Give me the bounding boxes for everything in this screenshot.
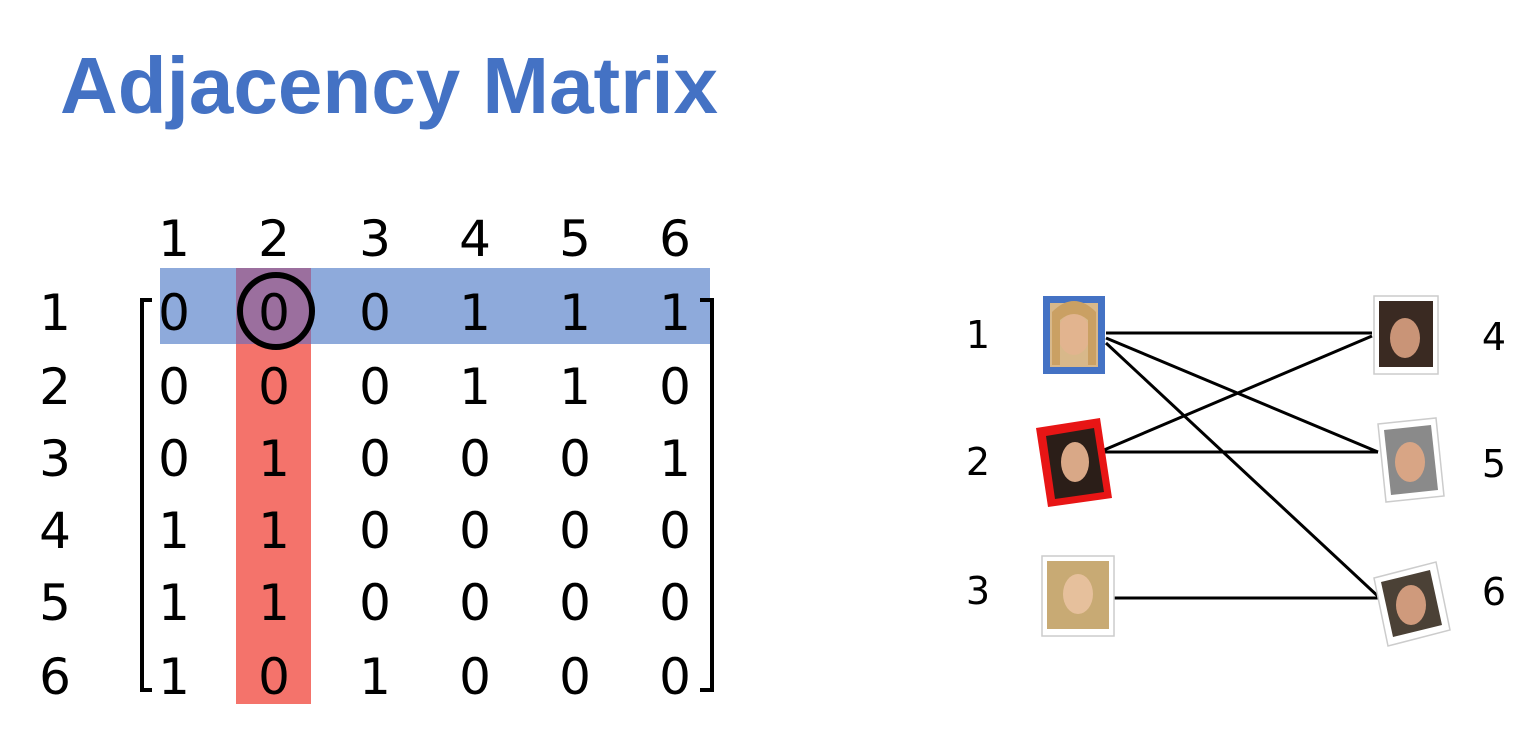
matrix-cell: 0 [359,358,391,416]
matrix-cell: 0 [659,574,691,632]
edge-2-4 [1103,334,1373,452]
matrix-cell: 1 [258,430,290,488]
matrix-cell: 0 [559,648,591,706]
row-header: 5 [39,574,71,632]
edge-1-5 [1105,336,1379,454]
matrix-cell: 0 [459,648,491,706]
matrix-cell: 1 [459,358,491,416]
node-label-1: 1 [966,313,990,357]
graph-node-1 [1043,296,1105,374]
matrix-cell: 0 [659,358,691,416]
matrix-cell: 1 [559,284,591,342]
matrix-cell: 1 [559,358,591,416]
matrix-cell: 1 [258,502,290,560]
person-photo-icon [1396,585,1426,625]
matrix-cell: 0 [158,430,190,488]
person-photo-icon [1390,318,1420,358]
matrix-cell: 0 [158,358,190,416]
graph-node-5 [1377,417,1445,503]
column-header: 1 [158,210,190,268]
person-photo-icon [1395,442,1425,482]
column-header: 3 [359,210,391,268]
graph-node-4 [1373,295,1439,375]
matrix-cell: 1 [659,284,691,342]
left-bracket [140,298,152,692]
matrix-cell: 0 [359,502,391,560]
right-bracket [700,298,714,692]
matrix-cell: 0 [359,430,391,488]
matrix-cell: 1 [158,574,190,632]
column-header: 2 [258,210,290,268]
matrix-cell: 0 [459,502,491,560]
person-photo-icon [1061,442,1089,482]
selected-cell-circle [237,272,315,350]
slide-title: Adjacency Matrix [60,41,719,130]
node-label-2: 2 [966,440,990,484]
matrix-cell: 0 [258,648,290,706]
matrix-cell: 0 [659,648,691,706]
edge-1-6 [1104,341,1384,602]
matrix-cell: 1 [158,648,190,706]
node-label-6: 6 [1482,570,1506,614]
matrix-cell: 0 [659,502,691,560]
matrix-cell: 1 [359,648,391,706]
matrix-cell: 0 [559,502,591,560]
row-header: 3 [39,430,71,488]
matrix-cell: 0 [359,574,391,632]
node-label-4: 4 [1482,315,1506,359]
graph-edges [1103,331,1384,602]
row-header: 2 [39,358,71,416]
column-header: 5 [559,210,591,268]
person-photo-icon [1063,574,1093,614]
matrix-cell: 1 [659,430,691,488]
node-label-3: 3 [966,569,990,613]
matrix-cell: 0 [258,284,290,342]
row-header: 1 [39,284,71,342]
matrix-cell: 1 [459,284,491,342]
node-label-5: 5 [1482,442,1506,486]
matrix-cell: 0 [559,574,591,632]
matrix-cell: 0 [158,284,190,342]
matrix-cell: 0 [459,574,491,632]
matrix-cell: 1 [158,502,190,560]
matrix-cell: 0 [258,358,290,416]
row-header: 6 [39,648,71,706]
graph-node-2 [1036,418,1112,507]
person-photo-icon [1058,313,1090,355]
matrix: 1 2 3 4 5 6 1 2 3 4 5 6 0 0 0 1 1 1 0 0 0 1 1 0 0 1 0 0 0 1 1 1 0 0 0 0 1 1 0 0… [39,210,691,706]
matrix-cell: 1 [258,574,290,632]
row-header: 4 [39,502,71,560]
column-header: 6 [659,210,691,268]
column-header: 4 [459,210,491,268]
graph-node-6 [1373,561,1451,647]
matrix-cell: 0 [559,430,591,488]
graph-node-3 [1041,555,1115,637]
matrix-cell: 0 [459,430,491,488]
matrix-cell: 0 [359,284,391,342]
